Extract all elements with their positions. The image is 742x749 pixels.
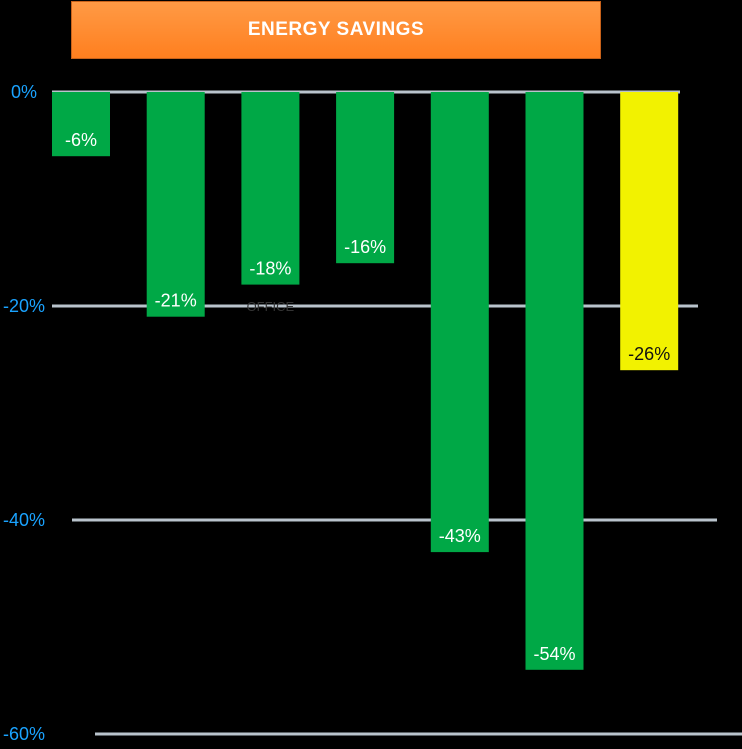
bar-data-label: -54%	[533, 644, 575, 664]
bar-data-label: -43%	[439, 526, 481, 546]
bar	[241, 92, 300, 285]
bars	[52, 92, 679, 670]
annotations: OFFICE	[247, 299, 295, 314]
bar	[430, 92, 489, 553]
bar	[146, 92, 205, 317]
bar	[336, 92, 395, 264]
chart-title: ENERGY SAVINGS	[247, 19, 425, 40]
chart-title-box: ENERGY SAVINGS	[71, 1, 601, 59]
y-axis-ticks: 0% -20% -40% -60%	[3, 82, 45, 744]
y-tick-label: -20%	[3, 296, 45, 316]
bar-data-label: -18%	[249, 259, 291, 279]
bar	[525, 92, 584, 670]
bar-data-label: -16%	[344, 237, 386, 257]
data-labels: -6% -21% -18% -16% -43% -54% -26%	[65, 130, 670, 664]
bar-data-label: -21%	[155, 291, 197, 311]
annotation-label: OFFICE	[247, 299, 295, 314]
bar	[620, 92, 679, 371]
bar	[52, 92, 110, 157]
bar-data-label: -26%	[628, 344, 670, 364]
y-tick-label: -60%	[3, 724, 45, 744]
bar-data-label: -6%	[65, 130, 97, 150]
y-tick-label: -40%	[3, 510, 45, 530]
y-tick-label: 0%	[11, 82, 37, 102]
